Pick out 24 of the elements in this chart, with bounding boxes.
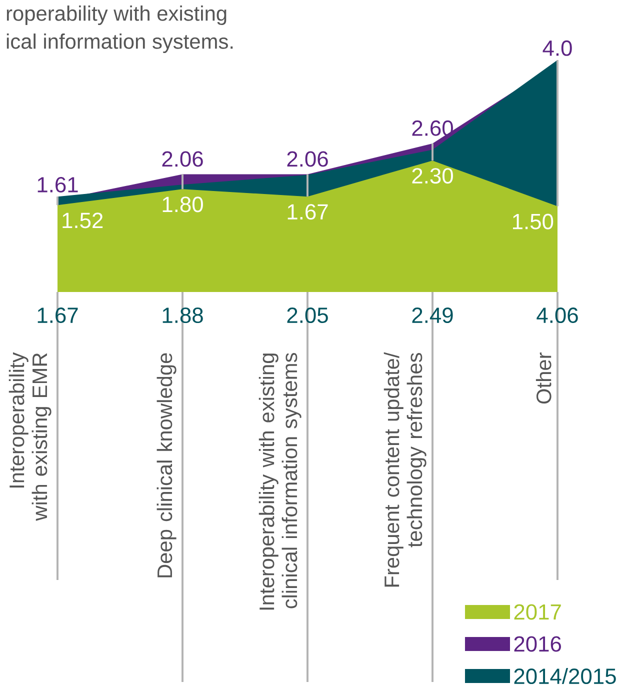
x-tick-label: Deep clinical knowledge <box>156 353 176 578</box>
text: ical information systems. <box>6 34 233 54</box>
data-label: 4.06 <box>536 308 578 324</box>
data-label: 1.61 <box>38 176 78 192</box>
data-label: 1.50 <box>512 214 554 230</box>
data-label: 2.06 <box>287 151 328 167</box>
text: roperability with existing <box>6 6 226 26</box>
data-label: 2.05 <box>287 308 328 324</box>
data-label: 1.67 <box>38 308 78 324</box>
data-label: 2.49 <box>412 308 453 324</box>
x-tick-label: Other <box>536 352 552 404</box>
data-label: 1.80 <box>162 196 203 212</box>
legend-label: 2016 <box>514 636 561 652</box>
legend-label: 2014/2015 <box>514 668 616 684</box>
data-label: 1.67 <box>288 204 328 220</box>
data-label: 2.06 <box>162 151 203 167</box>
data-label: 4.0 <box>542 40 572 56</box>
x-tick-label: Frequent content update/ technology refreshes <box>384 352 426 587</box>
x-tick-label: Interoperability with existing clinical information systems <box>258 353 302 610</box>
data-label: 1.52 <box>62 212 103 228</box>
legend-label: 2017 <box>514 604 561 620</box>
x-tick-label: Interoperability with existing EMR <box>8 352 52 521</box>
data-label: 1.88 <box>162 308 203 324</box>
data-label: 2.30 <box>412 168 453 184</box>
